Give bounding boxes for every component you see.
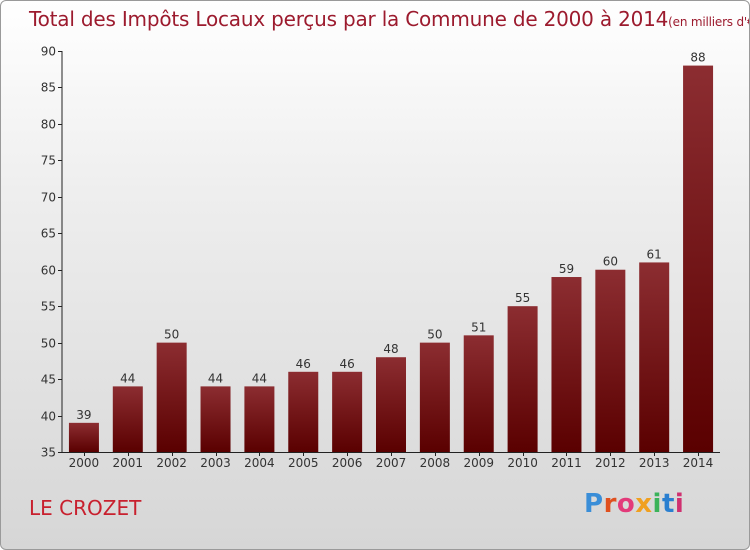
y-tick-label: 85 (41, 81, 56, 95)
x-tick-label: 2006 (332, 456, 363, 470)
x-tick-label: 2000 (69, 456, 100, 470)
data-labels: 39 44 50 44 44 46 46 48 50 51 55 59 60 61 88 (76, 51, 705, 422)
logo-letter: x (635, 489, 653, 519)
bar (507, 306, 538, 452)
bar (156, 342, 187, 452)
bar-value-label: 46 (296, 357, 311, 371)
bar-value-label: 50 (427, 328, 442, 342)
logo-letter: r (603, 489, 617, 519)
logo-letter: i (652, 489, 662, 519)
bar-value-label: 44 (120, 371, 135, 385)
bar (419, 342, 450, 452)
bar (463, 335, 494, 452)
bar (683, 65, 714, 452)
bar-value-label: 44 (252, 371, 267, 385)
bar-value-label: 50 (164, 328, 179, 342)
logo-letter: o (616, 489, 636, 519)
logo-letter: i (674, 489, 685, 519)
x-tick-label: 2012 (595, 456, 626, 470)
chart-title: Total des Impôts Locaux perçus par la Co… (29, 7, 750, 31)
bar-value-label: 44 (208, 371, 223, 385)
bar-value-label: 51 (471, 320, 486, 334)
bar (639, 262, 670, 452)
y-tick-label: 40 (41, 410, 56, 424)
bar (376, 357, 406, 452)
y-tick-label: 60 (41, 264, 56, 278)
x-tick-label: 2002 (156, 456, 187, 470)
x-tick-label: 2005 (288, 456, 319, 470)
bar (595, 269, 626, 452)
x-axis: 2000 2001 2002 2003 2004 2005 2006 2007 2008 2009… (62, 452, 720, 470)
y-tick-label: 35 (41, 446, 56, 460)
y-tick-label: 55 (41, 300, 56, 314)
commune-name: LE CROZET (29, 496, 142, 520)
x-tick-label: 2003 (200, 456, 231, 470)
bar-value-label: 55 (515, 291, 530, 305)
bar-value-label: 60 (603, 255, 618, 269)
bar (112, 386, 143, 452)
y-tick-label: 75 (41, 154, 56, 168)
bar (288, 371, 319, 452)
bar-value-label: 39 (76, 408, 91, 422)
chart-unit: (en milliers d'€) (668, 15, 750, 29)
bar (68, 422, 99, 452)
bar-value-label: 46 (339, 357, 354, 371)
x-tick-label: 2010 (507, 456, 538, 470)
y-tick-label: 65 (41, 227, 56, 241)
logo-letter: P (584, 489, 604, 519)
x-tick-label: 2011 (551, 456, 582, 470)
bar (551, 277, 582, 452)
x-tick-label: 2009 (463, 456, 494, 470)
bar-value-label: 59 (559, 262, 574, 276)
chart-title-text: Total des Impôts Locaux perçus par la Co… (29, 7, 669, 31)
bar-value-label: 61 (647, 247, 662, 261)
y-tick-label: 50 (41, 337, 56, 351)
bar-value-label: 48 (383, 342, 398, 356)
x-tick-label: 2004 (244, 456, 275, 470)
x-tick-label: 2014 (683, 456, 714, 470)
bars (68, 65, 714, 452)
y-tick-label: 90 (41, 45, 56, 59)
bar (200, 386, 231, 452)
y-tick-label: 45 (41, 373, 56, 387)
y-tick-label: 80 (41, 118, 56, 132)
bar-value-label: 88 (690, 51, 705, 65)
x-tick-label: 2008 (420, 456, 451, 470)
bar (332, 371, 363, 452)
x-tick-label: 2001 (113, 456, 144, 470)
x-tick-label: 2013 (639, 456, 670, 470)
y-axis: 35 40 45 50 55 60 65 70 75 80 85 90 (41, 45, 63, 460)
x-tick-label: 2007 (376, 456, 407, 470)
bar (244, 386, 275, 452)
proxiti-logo: Proxiti (584, 489, 684, 519)
y-tick-label: 70 (41, 191, 56, 205)
logo-letter: t (661, 489, 675, 519)
